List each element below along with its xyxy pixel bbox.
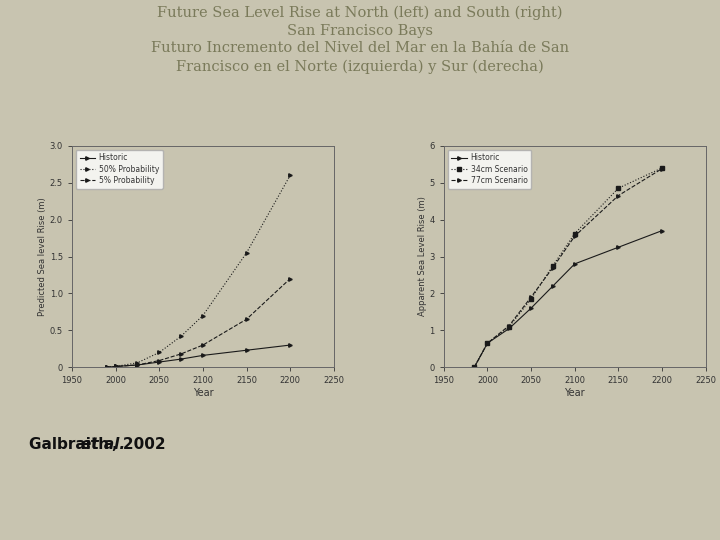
5% Probability [133, 362, 142, 368]
5% Probability [242, 316, 251, 322]
Historic [155, 359, 163, 365]
5% Probability [112, 363, 120, 370]
Historic [505, 325, 513, 332]
Line: 50% Probability: 50% Probability [105, 173, 292, 369]
Historic [286, 342, 294, 348]
Line: Historic: Historic [105, 343, 292, 369]
X-axis label: Year: Year [564, 388, 585, 398]
Y-axis label: Apparent Sea Level Rise (m): Apparent Sea Level Rise (m) [418, 197, 427, 316]
50% Probability [242, 249, 251, 256]
34cm Scenario [470, 364, 479, 370]
Historic [570, 261, 579, 267]
34cm Scenario [505, 323, 513, 330]
50% Probability [112, 363, 120, 370]
Line: 77cm Scenario: 77cm Scenario [472, 167, 664, 369]
5% Probability [177, 350, 186, 357]
50% Probability [199, 312, 207, 319]
Y-axis label: Predicted Sea level Rise (m): Predicted Sea level Rise (m) [38, 197, 47, 316]
34cm Scenario [483, 340, 492, 347]
34cm Scenario [570, 231, 579, 237]
Historic [527, 305, 536, 312]
50% Probability [102, 364, 111, 370]
Historic [483, 340, 492, 347]
Historic [102, 364, 111, 370]
Legend: Historic, 34cm Scenario, 77cm Scenario: Historic, 34cm Scenario, 77cm Scenario [448, 150, 531, 189]
5% Probability [286, 275, 294, 282]
5% Probability [155, 357, 163, 364]
34cm Scenario [657, 165, 666, 171]
77cm Scenario [549, 264, 557, 271]
Line: 5% Probability: 5% Probability [105, 277, 292, 369]
Text: Galbraith: Galbraith [29, 437, 114, 453]
50% Probability [286, 172, 294, 179]
77cm Scenario [527, 294, 536, 300]
Historic [470, 364, 479, 370]
Text: et al.: et al. [81, 437, 125, 453]
Historic [549, 283, 557, 289]
X-axis label: Year: Year [192, 388, 213, 398]
77cm Scenario [570, 233, 579, 239]
Historic [177, 356, 186, 362]
Historic [199, 352, 207, 359]
5% Probability [102, 364, 111, 370]
77cm Scenario [470, 364, 479, 370]
Historic [657, 227, 666, 234]
Historic [133, 362, 142, 368]
Historic [112, 363, 120, 370]
77cm Scenario [483, 340, 492, 347]
77cm Scenario [505, 322, 513, 329]
Line: 34cm Scenario: 34cm Scenario [472, 166, 664, 369]
50% Probability [133, 360, 142, 366]
Historic [614, 244, 623, 251]
50% Probability [155, 349, 163, 356]
Line: Historic: Historic [472, 229, 664, 369]
34cm Scenario [527, 296, 536, 302]
Legend: Historic, 50% Probability, 5% Probability: Historic, 50% Probability, 5% Probabilit… [76, 150, 163, 189]
50% Probability [177, 333, 186, 340]
Text: Future Sea Level Rise at North (left) and South (right)
San Francisco Bays
Futur: Future Sea Level Rise at North (left) an… [151, 5, 569, 74]
Text: , 2002: , 2002 [112, 437, 166, 453]
34cm Scenario [549, 262, 557, 269]
77cm Scenario [614, 192, 623, 199]
5% Probability [199, 342, 207, 348]
34cm Scenario [614, 185, 623, 192]
Historic [242, 347, 251, 354]
77cm Scenario [657, 165, 666, 172]
